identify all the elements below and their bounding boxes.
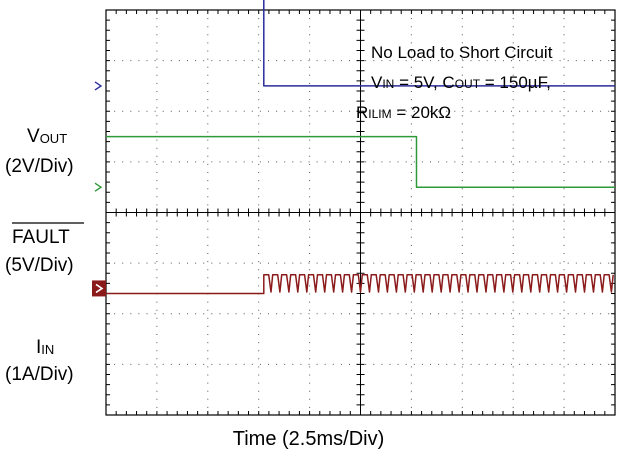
iin-label: IIN [36,337,54,358]
vout-scale-label: (2V/Div) [5,156,74,177]
scope-grid [105,9,616,416]
fault-scale-label: (5V/Div) [5,255,74,276]
test-conditions-annotation: No Load to Short Circuit VIN = 5V, COUT … [356,43,553,122]
channel-label-iin: IIN (1A/Div) [5,337,74,385]
trace-vout [263,0,615,87]
ref-marker-arrow-iin [95,283,104,294]
annotation-line-1: No Load to Short Circuit [371,43,553,62]
trace-iin [106,274,614,295]
scope-traces [106,0,615,295]
annotation-line-2: VIN = 5V, COUT = 150µF, [371,73,551,92]
ref-marker-fault [94,182,103,192]
channel-label-fault: FAULT (5V/Div) [5,222,84,276]
annotation-line-3: RILIM = 20kΩ [356,103,451,122]
ref-marker-iin [92,280,106,297]
channel-label-vout: VOUT (2V/Div) [5,126,74,177]
fault-label: FAULT [12,227,70,248]
trace-fault [106,135,615,188]
iin-scale-label: (1A/Div) [5,364,74,385]
vout-label: VOUT [27,126,67,147]
channel-markers [92,81,106,297]
ref-marker-vout [94,81,103,91]
x-axis-label: Time (2.5ms/Div) [232,428,385,450]
